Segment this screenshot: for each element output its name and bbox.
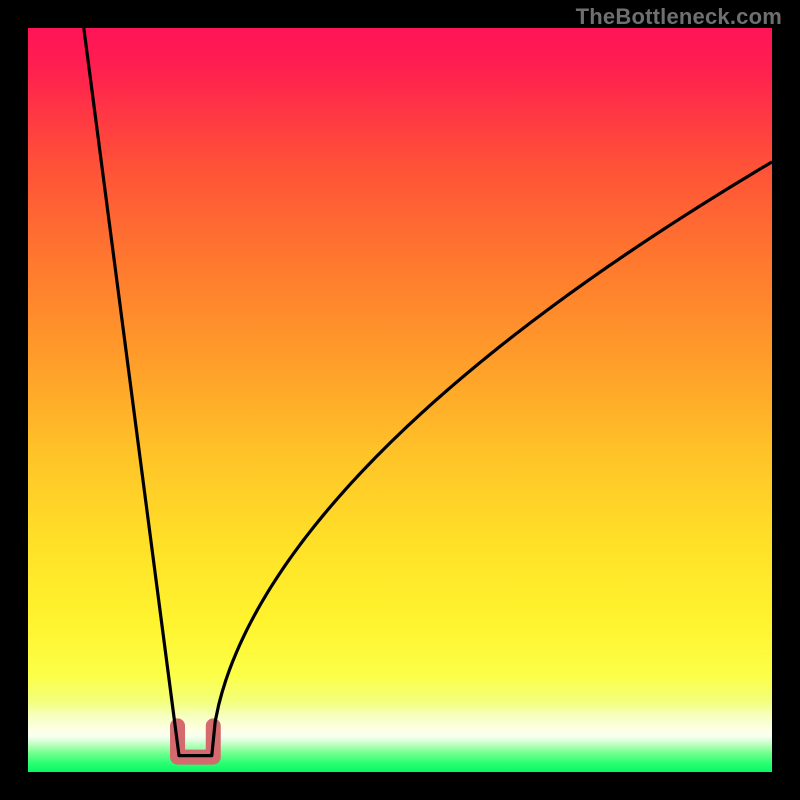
attribution-text: TheBottleneck.com: [576, 4, 782, 30]
chart-container: { "attribution": { "text": "TheBottlenec…: [0, 0, 800, 800]
gradient-background: [28, 28, 772, 772]
bottleneck-chart: [0, 0, 800, 800]
